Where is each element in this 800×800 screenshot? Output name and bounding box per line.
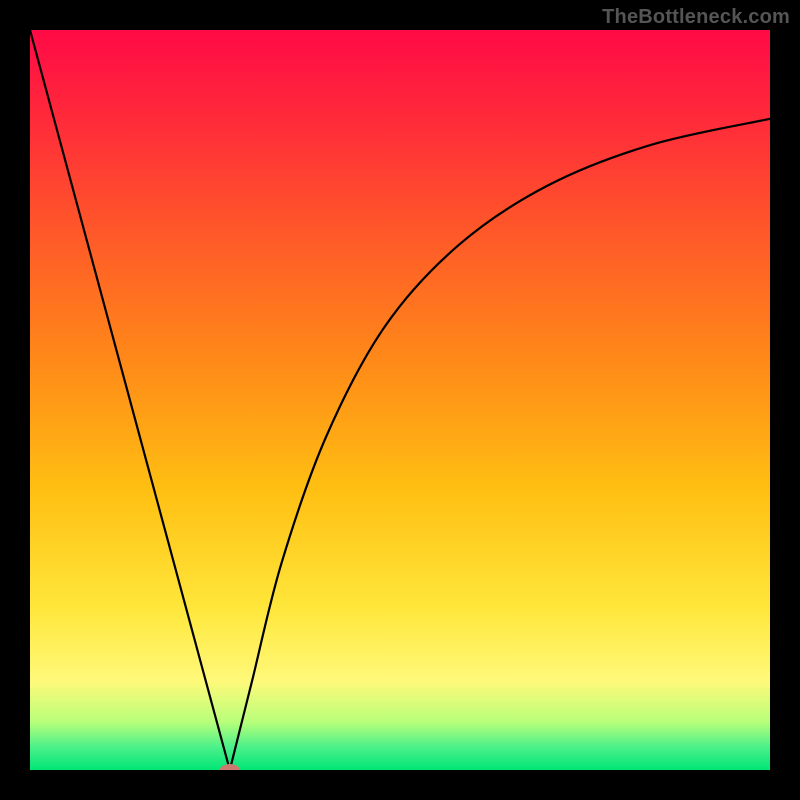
chart-container: TheBottleneck.com (0, 0, 800, 800)
bottleneck-chart-svg (0, 0, 800, 800)
chart-background-gradient (30, 30, 770, 770)
watermark-text: TheBottleneck.com (602, 6, 790, 29)
